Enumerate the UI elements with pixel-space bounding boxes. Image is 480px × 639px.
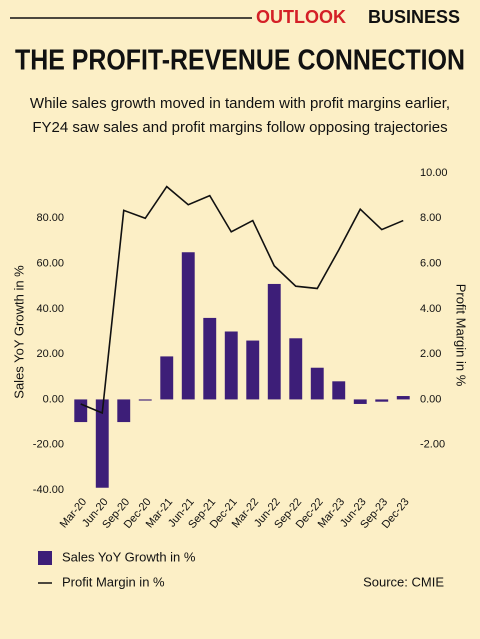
y2-tick-label: 10.00 — [420, 167, 448, 179]
y-tick-label: 40.00 — [36, 303, 64, 315]
brand-first: OUTLOOK — [256, 7, 346, 27]
bar — [95, 399, 109, 488]
bar — [353, 399, 367, 404]
bar — [289, 338, 303, 400]
y2-tick-label: 2.00 — [420, 348, 441, 360]
chart-title: THE PROFIT-REVENUE CONNECTION — [15, 45, 465, 77]
bar — [160, 356, 174, 400]
brand-second: BUSINESS — [368, 7, 460, 27]
y2-tick-label: -2.00 — [420, 439, 445, 451]
bar — [246, 340, 260, 400]
bar — [332, 381, 346, 400]
bar — [267, 283, 281, 400]
y2-tick-label: 6.00 — [420, 257, 441, 269]
bar — [138, 399, 152, 401]
y2-tick-label: 4.00 — [420, 303, 441, 315]
y-tick-label: -40.00 — [33, 484, 64, 496]
bar — [375, 399, 389, 402]
bar — [310, 367, 324, 400]
bar — [117, 399, 131, 423]
subtitle-line: While sales growth moved in tandem with … — [30, 95, 450, 112]
y-tick-label: 0.00 — [43, 393, 64, 405]
y-tick-label: 20.00 — [36, 348, 64, 360]
subtitle-line: FY24 saw sales and profit margins follow… — [32, 119, 447, 136]
legend-label: Profit Margin in % — [62, 574, 165, 589]
bar — [224, 331, 238, 400]
y-tick-label: 80.00 — [36, 212, 64, 224]
bar — [181, 252, 195, 400]
bar — [396, 396, 410, 400]
y-axis-label: Sales YoY Growth in % — [11, 265, 26, 399]
y2-tick-label: 0.00 — [420, 393, 441, 405]
y-tick-label: 60.00 — [36, 257, 64, 269]
source: Source: CMIE — [363, 574, 444, 589]
legend-swatch — [38, 551, 52, 565]
legend-label: Sales YoY Growth in % — [62, 549, 196, 564]
y2-axis-label: Profit Margin in % — [454, 284, 469, 387]
line — [80, 185, 404, 415]
y-tick-label: -20.00 — [33, 439, 64, 451]
bar — [203, 317, 217, 400]
bar — [74, 399, 88, 423]
y2-tick-label: 8.00 — [420, 212, 441, 224]
